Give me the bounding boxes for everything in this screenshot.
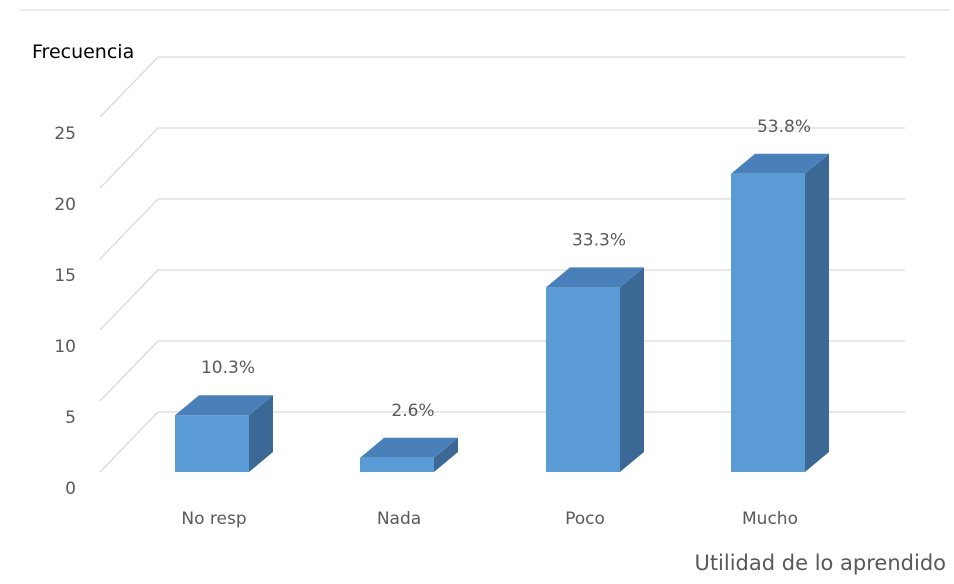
- bar-front-face: [731, 173, 805, 473]
- bar-side-face: [434, 437, 458, 472]
- bars: [175, 153, 829, 473]
- gridline: [99, 127, 905, 189]
- y-tick-label: 0: [65, 479, 76, 499]
- gridline: [99, 56, 905, 118]
- gridline: [99, 411, 905, 473]
- data-label: 33.3%: [572, 230, 626, 250]
- y-tick-label: 15: [54, 266, 76, 286]
- x-category-label: Mucho: [742, 509, 798, 529]
- y-tick-label: 5: [65, 408, 76, 428]
- bar-side-face: [620, 267, 644, 472]
- bar-side-face: [249, 395, 273, 472]
- x-category-label: No resp: [181, 509, 246, 529]
- gridline: [99, 340, 905, 402]
- bar-side-face: [805, 153, 829, 473]
- data-label: 10.3%: [201, 358, 255, 378]
- gridlines: [99, 56, 905, 473]
- bar: [360, 437, 458, 472]
- data-label: 2.6%: [391, 401, 434, 421]
- y-tick-label: 10: [54, 337, 76, 357]
- bar: [731, 153, 829, 473]
- bar: [546, 267, 644, 472]
- bar-top-face: [175, 395, 273, 416]
- x-axis-categories: No resp Nada Poco Mucho: [181, 509, 798, 529]
- bar-top-face: [546, 267, 644, 288]
- bar: [175, 395, 273, 472]
- bar-front-face: [360, 457, 434, 472]
- y-tick-label: 20: [54, 195, 76, 215]
- data-labels: 10.3% 2.6% 33.3% 53.8%: [201, 117, 811, 421]
- data-label: 53.8%: [757, 117, 811, 137]
- x-category-label: Nada: [377, 509, 421, 529]
- gridline: [99, 269, 905, 331]
- gridline: [99, 198, 905, 260]
- x-axis-title: Utilidad de lo aprendido: [694, 551, 946, 575]
- x-category-label: Poco: [565, 509, 605, 529]
- bar-front-face: [175, 415, 249, 472]
- bar-top-face: [360, 437, 458, 458]
- bar-top-face: [731, 153, 829, 174]
- y-axis-title: Frecuencia: [32, 41, 134, 63]
- y-axis-ticks: 0 5 10 15 20 25: [54, 124, 76, 499]
- bar-front-face: [546, 287, 620, 472]
- y-tick-label: 25: [54, 124, 76, 144]
